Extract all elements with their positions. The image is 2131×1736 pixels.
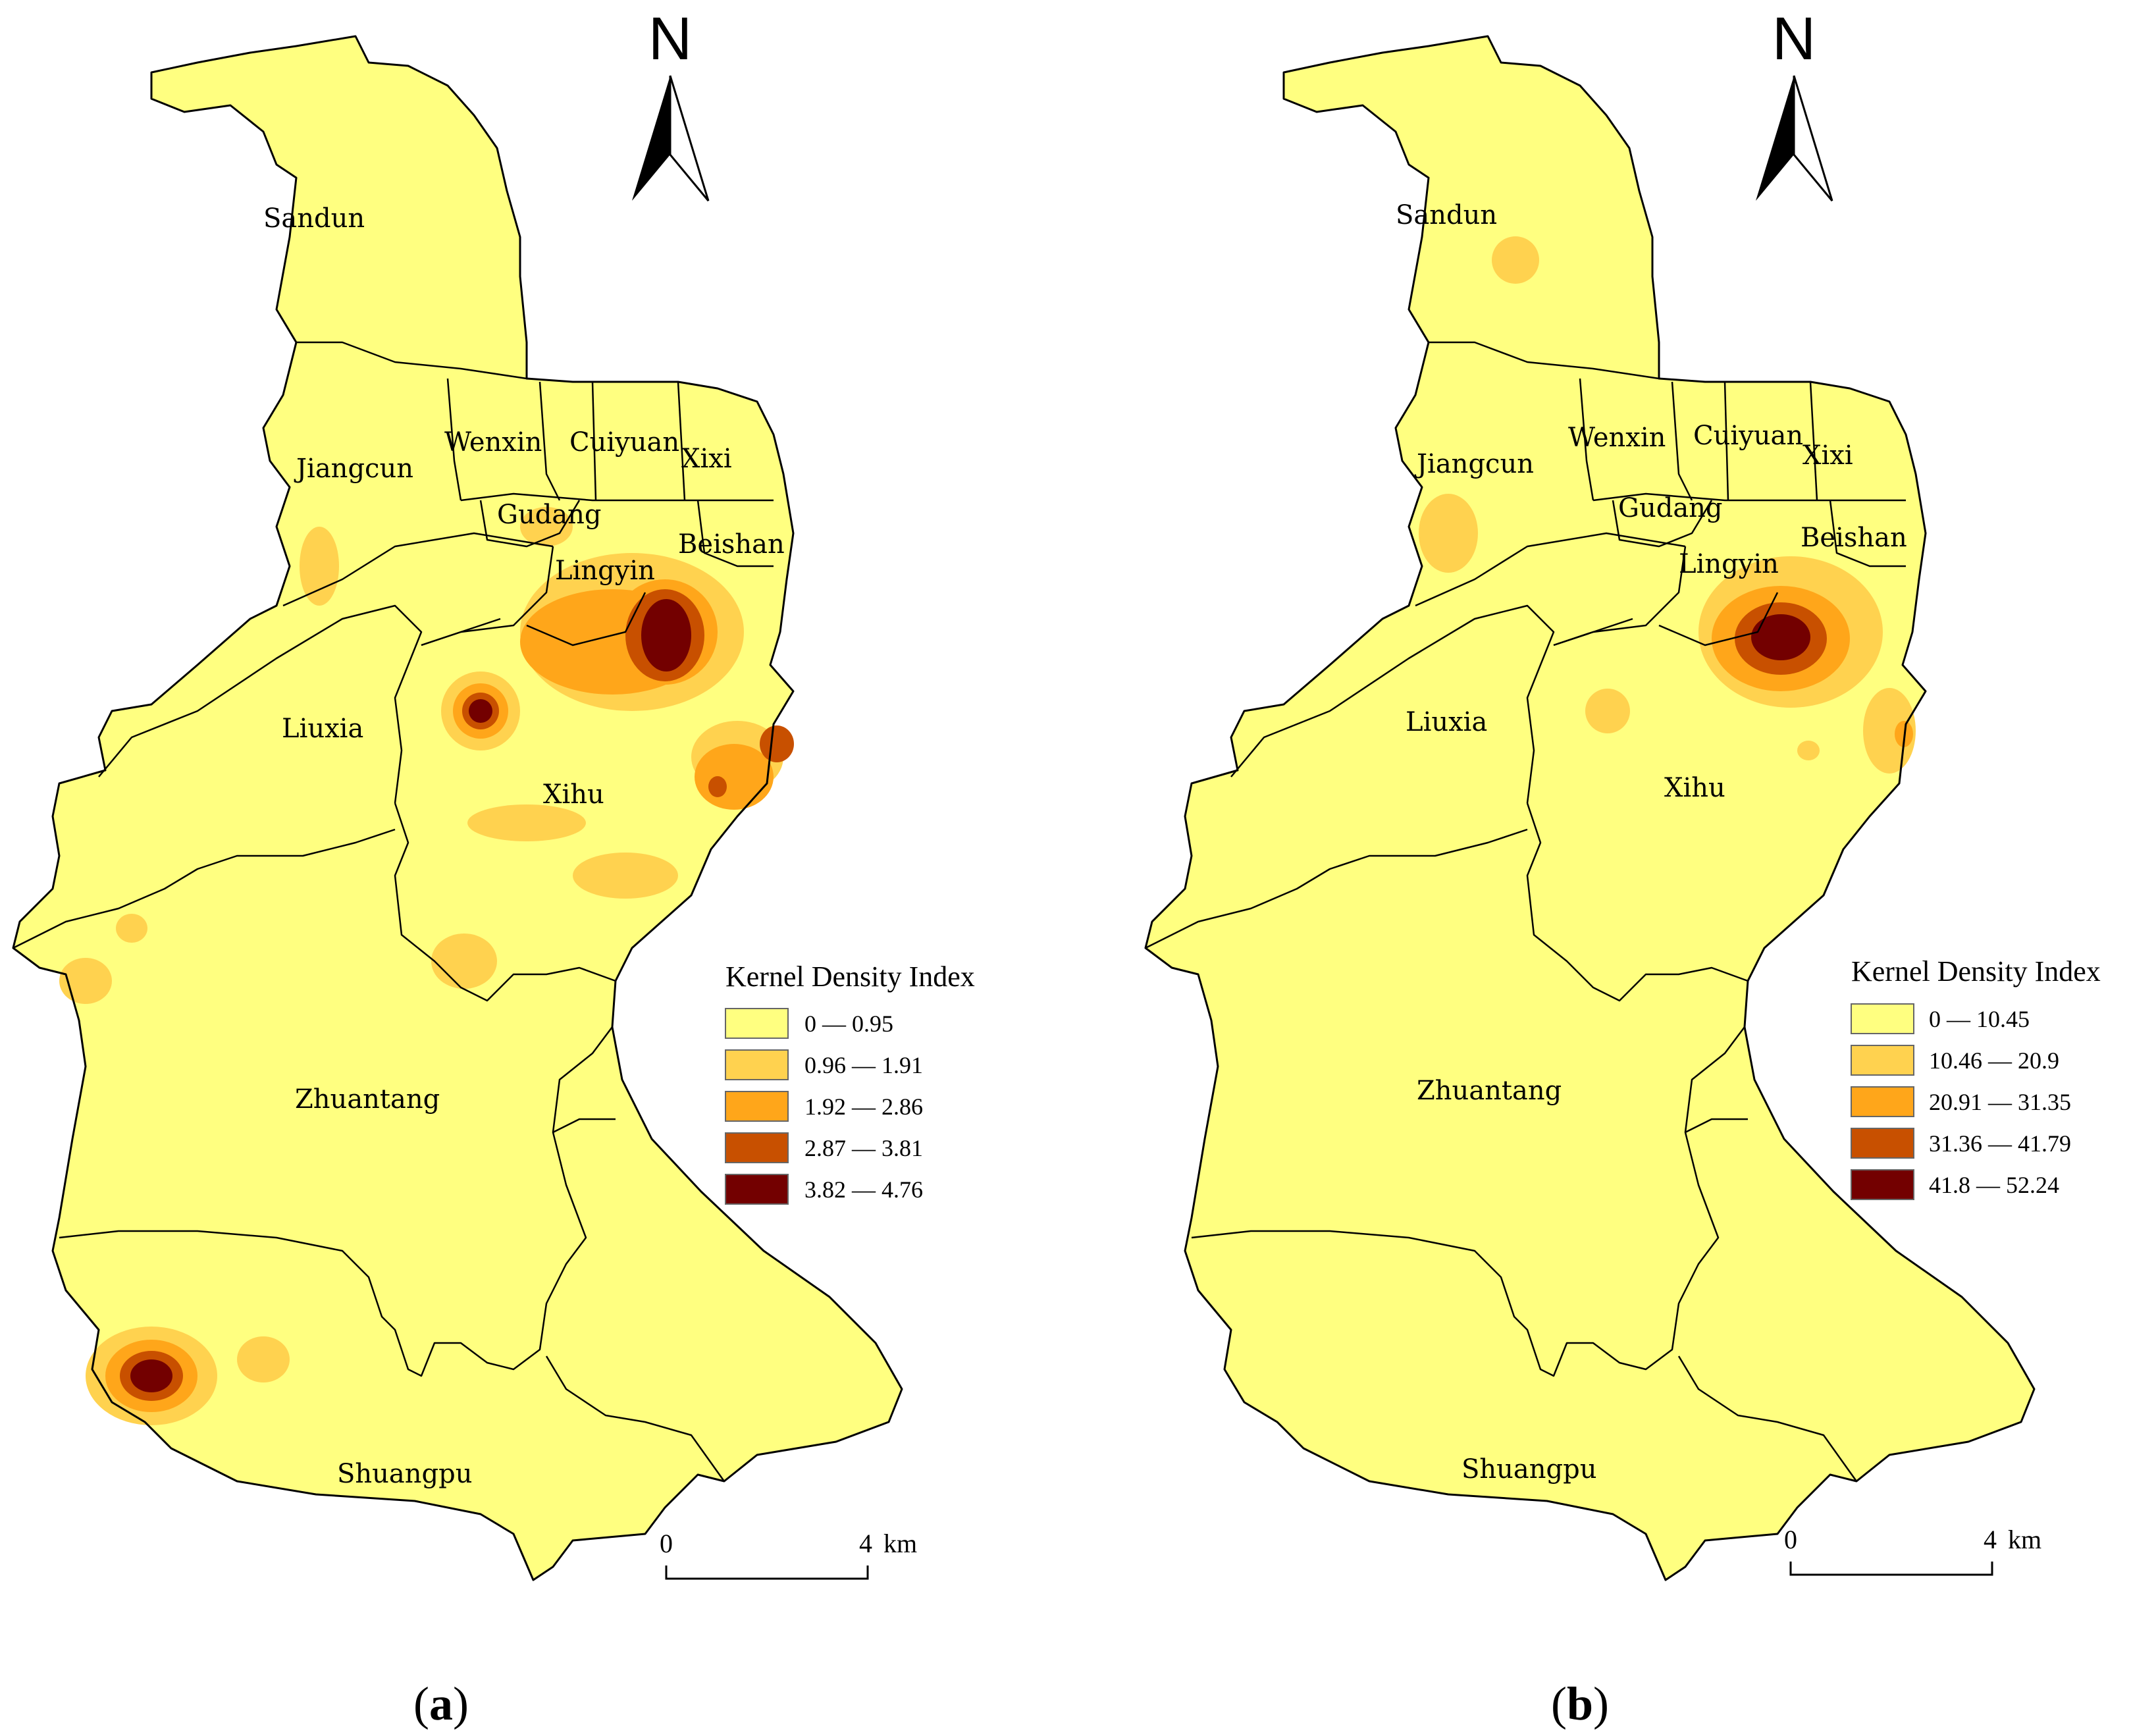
map-b: Sandun Jiangcun Wenxin Cuiyuan Xixi Guda… <box>1144 35 2036 1581</box>
scale-bar-b: 0 4 km <box>1784 1525 2041 1576</box>
label-gudang: Gudang <box>1618 493 1723 523</box>
legend-swatch-2 <box>725 1049 789 1080</box>
legend-a: Kernel Density Index 0 — 0.95 0.96 — 1.9… <box>725 960 975 1205</box>
label-xixi: Xixi <box>1802 440 1853 471</box>
district-labels: Sandun Jiangcun Wenxin Cuiyuan Xixi Guda… <box>263 203 785 1489</box>
scale-start: 0 <box>1784 1525 1797 1554</box>
legend-label-5: 3.82 — 4.76 <box>804 1176 923 1203</box>
legend-label-3: 1.92 — 2.86 <box>804 1093 923 1120</box>
legend-label-2: 0.96 — 1.91 <box>804 1052 923 1078</box>
label-shuangpu: Shuangpu <box>337 1459 473 1489</box>
legend-label-4: 31.36 — 41.79 <box>1929 1130 2071 1157</box>
map-a: Sandun Jiangcun Wenxin Cuiyuan Xixi Guda… <box>12 35 903 1581</box>
density-hotspots <box>59 507 794 1425</box>
label-gudang: Gudang <box>497 500 602 530</box>
panel-a: Sandun Jiangcun Wenxin Cuiyuan Xixi Guda… <box>12 5 975 1730</box>
scale-start: 0 <box>660 1529 673 1558</box>
label-zhuantang: Zhuantang <box>1417 1076 1562 1106</box>
legend-b: Kernel Density Index 0 — 10.45 10.46 — 2… <box>1851 955 2101 1200</box>
legend-swatch-5 <box>1851 1169 1914 1200</box>
label-jiangcun: Jiangcun <box>294 454 413 484</box>
study-area-fill <box>1145 36 2034 1580</box>
label-lingyin: Lingyin <box>1679 549 1779 579</box>
label-xixi: Xixi <box>681 444 732 474</box>
legend-swatch-5 <box>725 1174 789 1205</box>
legend-swatch-1 <box>725 1008 789 1039</box>
label-liuxia: Liuxia <box>282 714 363 744</box>
legend-label-3: 20.91 — 31.35 <box>1929 1089 2071 1115</box>
legend-label-4: 2.87 — 3.81 <box>804 1135 923 1161</box>
legend-swatch-3 <box>725 1091 789 1122</box>
label-sandun: Sandun <box>263 203 365 234</box>
north-arrow-a: N <box>632 5 710 201</box>
panel-label-b: (b) <box>1551 1677 1609 1730</box>
legend-label-5: 41.8 — 52.24 <box>1929 1172 2059 1198</box>
legend-swatch-3 <box>1851 1086 1914 1117</box>
label-beishan: Beishan <box>1801 523 1907 553</box>
scale-unit: km <box>883 1529 917 1558</box>
label-lingyin: Lingyin <box>555 556 655 586</box>
label-wenxin: Wenxin <box>444 427 542 458</box>
legend-swatch-2 <box>1851 1045 1914 1076</box>
panel-label-a: (a) <box>413 1677 469 1730</box>
north-arrow-right <box>1793 75 1833 201</box>
label-shuangpu: Shuangpu <box>1461 1454 1597 1485</box>
scale-bar-line <box>1789 1562 1993 1576</box>
label-zhuantang: Zhuantang <box>295 1084 440 1115</box>
north-label: N <box>648 5 692 72</box>
label-jiangcun: Jiangcun <box>1414 449 1534 479</box>
north-arrow-b: N <box>1756 5 1833 201</box>
scale-end: 4 <box>859 1529 872 1558</box>
north-arrow-left <box>1756 76 1794 201</box>
legend-swatch-4 <box>725 1132 789 1163</box>
north-arrow-left <box>632 76 670 201</box>
panel-b: Sandun Jiangcun Wenxin Cuiyuan Xixi Guda… <box>1144 5 2101 1730</box>
label-cuiyuan: Cuiyuan <box>1693 421 1803 451</box>
legend-label-2: 10.46 — 20.9 <box>1929 1047 2059 1074</box>
label-liuxia: Liuxia <box>1406 707 1487 737</box>
legend-swatch-4 <box>1851 1128 1914 1159</box>
north-label: N <box>1772 5 1816 72</box>
district-labels: Sandun Jiangcun Wenxin Cuiyuan Xixi Guda… <box>1396 200 1907 1485</box>
density-hotspots <box>1419 236 1916 774</box>
legend-title: Kernel Density Index <box>725 960 975 993</box>
scale-bar-a: 0 4 km <box>660 1529 917 1580</box>
scale-bar-line <box>665 1565 869 1580</box>
legend-title: Kernel Density Index <box>1851 955 2101 987</box>
label-beishan: Beishan <box>678 529 785 560</box>
label-wenxin: Wenxin <box>1568 423 1666 453</box>
label-xihu: Xihu <box>543 779 604 810</box>
legend-swatch-1 <box>1851 1003 1914 1034</box>
scale-unit: km <box>2008 1525 2041 1554</box>
north-arrow-right <box>669 75 710 201</box>
label-sandun: Sandun <box>1396 200 1497 230</box>
label-xihu: Xihu <box>1664 773 1725 803</box>
legend-label-1: 0 — 10.45 <box>1929 1006 2030 1032</box>
label-cuiyuan: Cuiyuan <box>569 427 679 458</box>
legend-label-1: 0 — 0.95 <box>804 1011 893 1037</box>
scale-end: 4 <box>1984 1525 1997 1554</box>
